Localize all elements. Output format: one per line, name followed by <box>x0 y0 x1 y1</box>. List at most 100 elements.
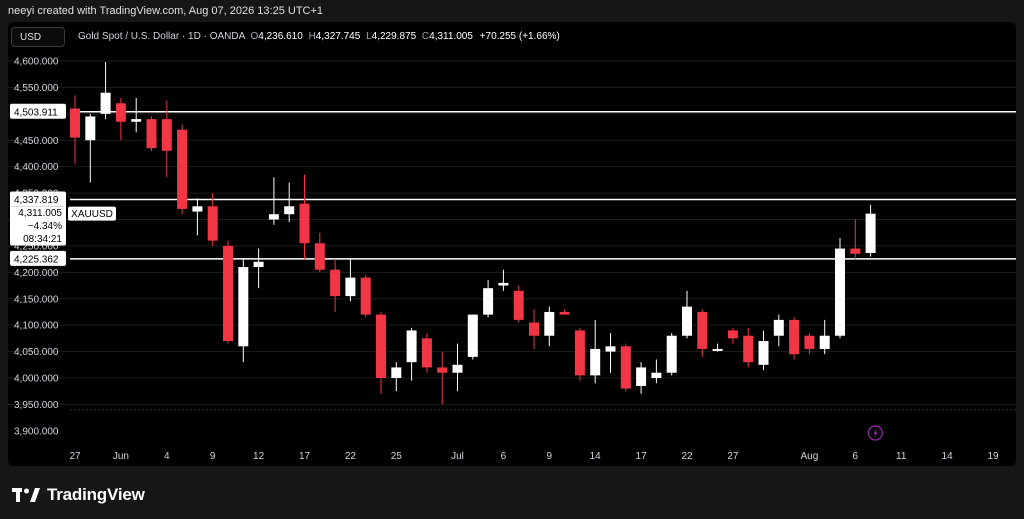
open-label: O <box>250 31 259 42</box>
candle-body <box>758 341 769 365</box>
candle-body <box>835 248 845 336</box>
y-tick-label: 4,000.000 <box>14 374 59 385</box>
x-tick-label: 6 <box>501 451 507 462</box>
y-tick-label: 4,600.000 <box>14 57 59 68</box>
close-value: 4,311.005 <box>429 31 473 42</box>
candle-body <box>804 335 815 349</box>
candle-body <box>284 206 295 215</box>
candle-body <box>712 348 723 351</box>
candle-body <box>421 338 432 368</box>
current-price-block <box>10 191 66 246</box>
candle-body <box>636 367 647 386</box>
x-tick-label: 9 <box>210 451 216 462</box>
x-tick-label: 22 <box>681 451 693 462</box>
x-tick-label: 27 <box>727 451 739 462</box>
y-tick-label: 3,900.000 <box>14 426 59 437</box>
candle-body <box>452 364 463 373</box>
candle-body <box>192 206 203 212</box>
candle-body <box>544 311 555 336</box>
close-label: C <box>421 31 430 42</box>
symbol-legend: Gold Spot / U.S. Dollar · 1D · OANDA O4,… <box>78 28 560 46</box>
x-tick-label: 25 <box>391 451 403 462</box>
candle-body <box>253 261 264 268</box>
support-level-tag-bg <box>10 250 66 266</box>
x-tick-label: 14 <box>942 451 954 462</box>
candle-body <box>299 203 310 244</box>
x-tick-label: 27 <box>69 451 81 462</box>
attribution-bar: neeyi created with TradingView.com, Aug … <box>0 0 1024 22</box>
chart-panel[interactable] <box>8 22 1016 466</box>
candlestick-chart[interactable]: 3,900.000 3,950.000 4,000.000 4,050.000 4,10… <box>0 0 1024 474</box>
high-value: 4,327.745 <box>315 31 361 42</box>
candle-body <box>666 335 677 373</box>
high-label: H <box>308 31 316 42</box>
x-tick-label: 9 <box>547 451 553 462</box>
tradingview-logo[interactable]: TradingView <box>12 485 145 505</box>
y-tick-label: 4,250.000 <box>14 241 59 252</box>
symbol-tag: XAUUSD <box>71 209 113 220</box>
candle-body <box>697 311 708 349</box>
upper-level-tag-bg <box>10 103 66 119</box>
candle-body <box>498 282 509 286</box>
candle-body <box>727 330 738 339</box>
candle-body <box>529 322 539 336</box>
candle-body <box>376 314 386 378</box>
candle-body <box>559 311 570 315</box>
candle-body <box>391 367 402 378</box>
candle-body <box>314 243 325 270</box>
change-value: +70.255 (+1.66%) <box>479 31 560 42</box>
candle-body <box>819 335 830 349</box>
candle-body <box>850 248 861 254</box>
candle-body <box>590 348 601 376</box>
candle-body <box>115 103 126 122</box>
currency-button[interactable]: USD <box>11 27 65 47</box>
y-tick-label: 4,100.000 <box>14 321 59 332</box>
y-tick-label: 4,450.000 <box>14 136 59 147</box>
candle-body <box>238 267 249 347</box>
current-change-tag: −4.34% <box>28 221 62 232</box>
candle-body <box>773 319 784 336</box>
candle-body <box>789 319 800 355</box>
candle-body <box>146 119 157 149</box>
tradingview-wordmark: TradingView <box>47 485 145 504</box>
symbol-description: Gold Spot / U.S. Dollar · 1D · OANDA <box>78 31 245 42</box>
x-tick-label: Aug <box>801 451 819 462</box>
upper-level-tag: 4,503.911 <box>14 107 58 118</box>
candle-body <box>865 213 876 253</box>
tradingview-mark-icon <box>12 488 40 502</box>
candle-body <box>605 346 616 352</box>
x-tick-label: Jun <box>113 451 129 462</box>
current-price-tag: 4,311.005 <box>18 208 62 219</box>
candle-body <box>223 245 233 342</box>
y-tick-label: 4,400.000 <box>14 162 59 173</box>
candle-body <box>651 372 662 378</box>
x-tick-label: 14 <box>590 451 602 462</box>
lightning-event-icon <box>867 425 883 441</box>
x-tick-label: 4 <box>164 451 170 462</box>
support-level-tag: 4,225.362 <box>14 254 59 265</box>
candle-body <box>743 335 754 363</box>
candle-body <box>360 277 371 315</box>
x-tick-label: 12 <box>253 451 265 462</box>
candle-body <box>268 214 279 220</box>
x-tick-label: 11 <box>896 451 907 462</box>
low-value: 4,229.875 <box>371 31 417 42</box>
x-tick-label: 6 <box>853 451 859 462</box>
resistance-tag: 4,337.819 <box>14 195 59 206</box>
symbol-tag-bg <box>68 206 116 221</box>
candle-body <box>620 346 631 389</box>
attribution-text: neeyi created with TradingView.com, Aug … <box>8 5 324 17</box>
currency-label: USD <box>20 32 42 43</box>
candle-body <box>207 206 218 241</box>
y-tick-label: 4,550.000 <box>14 83 59 94</box>
countdown-tag: 08:34:21 <box>23 234 62 245</box>
x-tick-label: Jul <box>451 451 464 462</box>
candle-body <box>406 330 417 363</box>
candle-body <box>467 314 478 357</box>
candle-body <box>161 119 172 151</box>
open-value: 4,236.610 <box>258 31 303 42</box>
x-tick-label: 17 <box>636 451 648 462</box>
low-label: L <box>366 31 372 42</box>
footer <box>0 474 1024 519</box>
candle-body <box>437 367 448 373</box>
